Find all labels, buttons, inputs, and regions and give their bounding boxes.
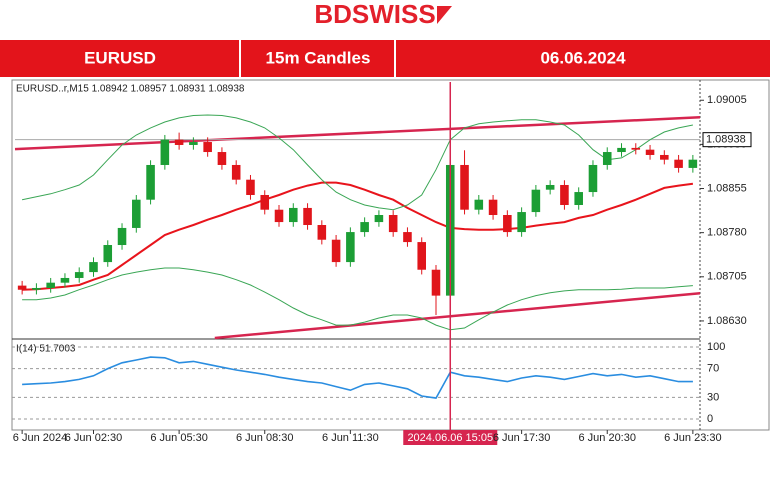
y-tick-label: 1.08780 xyxy=(707,227,747,239)
indicator-line xyxy=(22,114,693,211)
candle-body xyxy=(660,154,669,160)
banner-symbol: EURUSD xyxy=(84,48,156,67)
x-tick-label: 6 Jun 08:30 xyxy=(236,432,294,444)
info-line: EURUSD..r,M15 1.08942 1.08957 1.08931 1.… xyxy=(16,84,245,95)
candle-body xyxy=(274,209,284,223)
candle-body xyxy=(574,192,583,205)
indicator-line xyxy=(22,267,693,331)
candle-body xyxy=(688,159,698,168)
candle-body xyxy=(132,199,141,228)
x-tick-label: 6 Jun 11:30 xyxy=(322,432,379,444)
candle-body xyxy=(231,164,241,180)
candle-body xyxy=(374,215,384,223)
candle-body xyxy=(360,222,369,233)
candle-body xyxy=(103,245,113,263)
candle-body xyxy=(503,215,512,233)
rsi-tick-label: 70 xyxy=(707,363,719,375)
y-tick-label: 1.08630 xyxy=(707,315,747,327)
y-tick-label: 1.09005 xyxy=(707,94,747,106)
candle-body xyxy=(531,189,541,213)
rsi-label: I(14) 51.7003 xyxy=(16,344,76,355)
candle-body xyxy=(17,285,27,290)
current-price-label: 1.08938 xyxy=(706,134,746,146)
candle-body xyxy=(303,207,312,226)
rsi-tick-label: 100 xyxy=(707,341,725,353)
chart-frame xyxy=(11,79,770,431)
candle-body xyxy=(674,159,683,168)
indicator-line xyxy=(22,181,694,291)
x-tick-label: 6 Jun 02:30 xyxy=(65,432,123,444)
crosshair-label-box xyxy=(403,430,498,445)
candle-body xyxy=(160,139,170,165)
candle-body xyxy=(260,194,270,210)
rsi-tick-label: 0 xyxy=(707,413,713,425)
trendline xyxy=(214,292,701,340)
current-price-box xyxy=(702,132,752,148)
candle-body xyxy=(89,262,98,273)
y-tick-label: 1.08705 xyxy=(707,271,747,283)
candle-body xyxy=(74,272,84,278)
banner-date: 06.06.2024 xyxy=(540,48,626,67)
candle-body xyxy=(289,207,298,223)
trendline xyxy=(14,116,701,151)
candle-body xyxy=(388,215,398,233)
x-tick-label: 6 Jun 17:30 xyxy=(493,432,551,444)
crosshair-label: 2024.06.06 15:05 xyxy=(407,432,493,444)
y-tick-label: 1.08855 xyxy=(707,182,747,194)
candle-body xyxy=(117,227,127,246)
candle-body xyxy=(346,232,355,263)
logo-icon xyxy=(437,6,452,24)
candle-body xyxy=(617,147,626,153)
candle-body xyxy=(246,179,255,195)
candle-body xyxy=(631,147,641,150)
candle-body xyxy=(645,149,655,155)
candle-body xyxy=(32,287,41,290)
candle-body xyxy=(417,242,426,270)
candle-body xyxy=(474,199,484,210)
x-tick-label: 6 Jun 20:30 xyxy=(578,432,636,444)
candle-body xyxy=(488,199,498,216)
rsi-tick-label: 30 xyxy=(707,391,719,403)
candle-body xyxy=(146,164,155,200)
candle-body xyxy=(46,282,55,288)
candle-body xyxy=(189,142,198,145)
candle-body xyxy=(60,277,70,283)
candle-body xyxy=(431,269,441,296)
candle-body xyxy=(588,164,598,193)
candle-body xyxy=(203,142,212,153)
logo: BDSWISS xyxy=(314,0,435,29)
candle-body xyxy=(174,139,184,145)
x-tick-label: 6 Jun 23:30 xyxy=(664,432,722,444)
candle-body xyxy=(403,232,412,243)
banner xyxy=(0,40,770,77)
candle-body xyxy=(560,184,569,205)
banner-timeframe: 15m Candles xyxy=(266,48,371,67)
x-tick-label: 6 Jun 05:30 xyxy=(150,432,208,444)
candle-body xyxy=(317,225,327,240)
candle-body xyxy=(331,239,341,263)
x-tick-label: 6 Jun 2024 xyxy=(13,432,67,444)
candle-body xyxy=(217,152,227,165)
candle-body xyxy=(602,152,612,165)
candle-body xyxy=(545,184,555,190)
candle-body xyxy=(460,164,469,210)
candle-body xyxy=(517,212,526,233)
rsi-line xyxy=(22,356,693,399)
